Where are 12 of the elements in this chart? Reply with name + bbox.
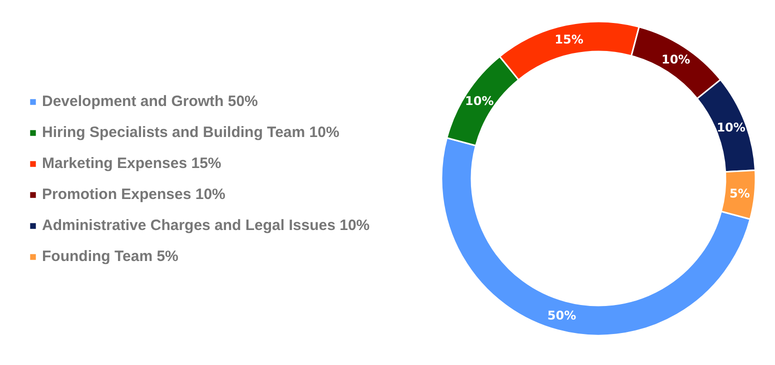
data-label: 10% [716,120,746,135]
data-label: 10% [661,52,690,66]
legend-label: Development and Growth 50% [42,93,258,110]
legend-label: Administrative Charges and Legal Issues 10% [42,217,370,234]
legend-label: Hiring Specialists and Building Team 10% [42,124,340,141]
data-label: 5% [730,186,750,200]
data-label: 10% [465,94,494,108]
data-label: 50% [547,308,576,323]
legend-label: Marketing Expenses 15% [42,155,222,172]
data-label: 15% [554,32,584,47]
legend-label: Founding Team 5% [42,248,178,265]
legend-label: Promotion Expenses 10% [42,186,226,203]
